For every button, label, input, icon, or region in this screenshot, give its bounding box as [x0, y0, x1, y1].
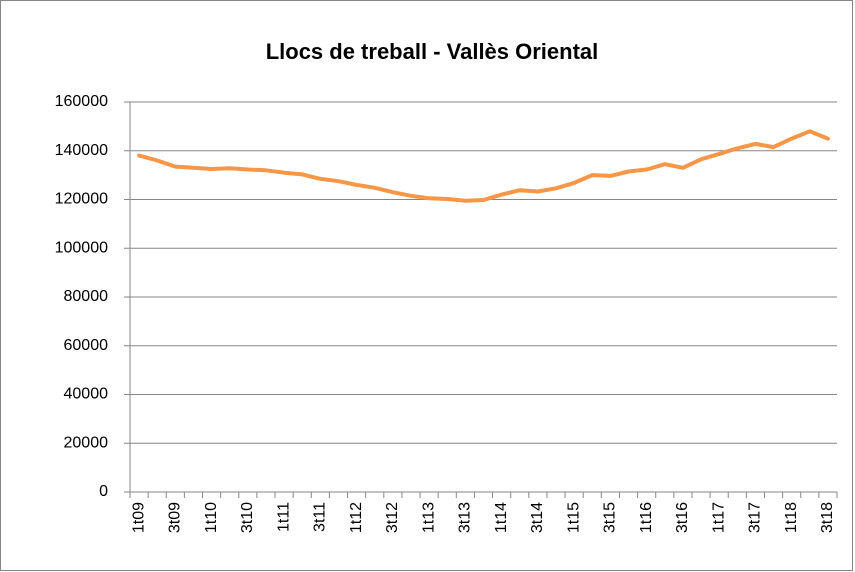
y-tick-label: 160000: [55, 93, 108, 110]
x-tick-label: 1t14: [493, 502, 510, 533]
x-tick-label: 1t11: [275, 502, 292, 532]
x-tick-label: 1t18: [783, 502, 800, 533]
y-tick-label: 120000: [55, 191, 108, 208]
x-tick-label: 3t11: [312, 502, 329, 532]
y-tick-label: 0: [99, 483, 108, 500]
x-tick-label: 3t09: [167, 502, 184, 533]
chart-title: Llocs de treball - Vallès Oriental: [266, 39, 599, 64]
y-tick-label: 140000: [55, 142, 108, 159]
x-tick-label: 3t14: [529, 502, 546, 533]
x-tick-label: 1t12: [348, 502, 365, 533]
x-tick-label: 1t15: [565, 502, 582, 533]
line: [137, 129, 830, 203]
x-tick-label: 1t10: [203, 502, 220, 533]
y-tick-label: 20000: [64, 434, 109, 451]
x-tick-label: 3t12: [384, 502, 401, 533]
y-tick-label: 40000: [64, 386, 109, 403]
x-tick-label: 1t17: [710, 502, 727, 533]
y-tick-label: 60000: [64, 337, 109, 354]
x-tick-label: 3t13: [457, 502, 474, 533]
x-tick-label: 3t18: [819, 502, 836, 533]
x-tick-label: 3t17: [747, 502, 764, 533]
x-tick-label: 3t10: [239, 502, 256, 533]
x-tick-label: 3t15: [602, 502, 619, 533]
x-tick-label: 1t16: [638, 502, 655, 533]
y-tick-label: 100000: [55, 239, 108, 256]
x-tick-label: 1t13: [420, 502, 437, 533]
x-tick-label: 1t09: [130, 502, 147, 533]
y-tick-label: 80000: [64, 288, 109, 305]
x-tick-label: 3t16: [674, 502, 691, 533]
